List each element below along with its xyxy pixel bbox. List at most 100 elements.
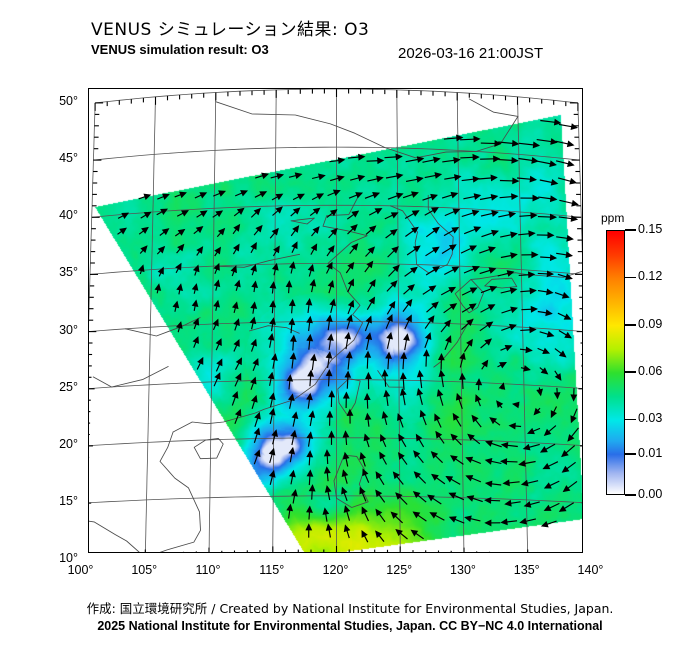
colorbar-tick-mark	[625, 494, 636, 496]
wind-vector-head	[328, 390, 336, 398]
wind-vector-head	[430, 193, 438, 201]
wind-vector-head	[288, 261, 296, 269]
wind-vector-head	[472, 265, 480, 273]
wind-vector-head	[452, 208, 461, 215]
wind-vector-head	[252, 357, 259, 366]
wind-vector-head	[346, 408, 354, 416]
wind-vector-head	[361, 530, 368, 538]
meridian-line	[208, 92, 217, 552]
wind-vector-head	[323, 466, 331, 474]
latitude-tick-label: 30°	[59, 322, 78, 337]
colorbar-tick-label: 0.01	[638, 445, 663, 460]
colorbar-tick-mark	[625, 324, 636, 326]
wind-vector-head	[195, 225, 204, 234]
wind-vector-head	[342, 430, 350, 438]
wind-vector-head	[288, 298, 296, 307]
wind-vector-head	[366, 260, 374, 269]
wind-vector-head	[450, 191, 459, 199]
wind-vector-head	[214, 246, 222, 255]
wind-vector-head	[381, 369, 389, 377]
wind-vector-head	[362, 468, 369, 477]
wind-vector-head	[234, 408, 242, 417]
wind-vector-head	[415, 433, 423, 442]
wind-vector-head	[386, 331, 393, 340]
wind-vector-head	[322, 507, 330, 515]
wind-vector-head	[520, 479, 529, 487]
wind-vector-head	[390, 280, 398, 288]
wind-vector-head	[403, 333, 410, 341]
wind-vector-head	[306, 469, 314, 477]
coastline	[333, 454, 369, 508]
wind-vector-head	[346, 314, 353, 323]
wind-vector-head	[305, 297, 313, 306]
wind-vector-head	[438, 369, 446, 377]
wind-vector-head	[563, 313, 572, 320]
wind-vector-head	[259, 191, 268, 198]
wind-vector-head	[542, 347, 551, 355]
wind-vector-head	[325, 351, 333, 359]
wind-vector-head	[367, 246, 376, 254]
wind-vector-head	[365, 332, 373, 340]
wind-vector-head	[369, 279, 376, 287]
wind-vector-head	[416, 369, 424, 378]
wind-vector-head	[508, 422, 516, 430]
wind-vector-head	[432, 226, 440, 234]
wind-vector-head	[500, 441, 509, 449]
wind-vector-head	[306, 315, 313, 324]
coastline	[290, 217, 315, 225]
wind-vector-head	[448, 516, 457, 523]
wind-vector-head	[379, 451, 386, 460]
wind-vector-head	[216, 358, 223, 367]
wind-vector-head	[518, 460, 526, 467]
wind-vector-head	[546, 270, 555, 278]
wind-vector-head	[405, 314, 412, 323]
wind-vector-head	[487, 304, 496, 311]
wind-vector-head	[566, 234, 574, 242]
wind-vector-head	[489, 285, 498, 293]
wind-vector-head	[364, 350, 372, 358]
wind-vector-head	[508, 323, 517, 331]
wind-vector-head	[267, 371, 275, 380]
wind-vector-head	[217, 227, 226, 236]
wind-vector-head	[466, 495, 475, 502]
page-title-english: VENUS simulation result: O3	[91, 42, 269, 57]
wind-vector-head	[543, 482, 552, 489]
wind-vector-head	[565, 251, 574, 259]
wind-vector-head	[391, 246, 399, 254]
wind-vector-head	[191, 299, 199, 308]
wind-vector-head	[449, 303, 458, 310]
wind-vector-head	[527, 271, 536, 279]
wind-vector-head	[499, 361, 507, 369]
wind-vector-head	[347, 299, 355, 308]
wind-vector-head	[469, 287, 478, 294]
wind-vector-head	[175, 321, 183, 329]
wind-vector-head	[434, 413, 441, 422]
wind-vector-head	[561, 465, 570, 473]
colorbar-unit-label: ppm	[601, 211, 625, 225]
coastline	[249, 325, 300, 334]
meridian-line	[144, 96, 156, 552]
wind-vector-head	[286, 374, 294, 382]
wind-vector-head	[325, 368, 333, 377]
wind-vector-head	[213, 299, 220, 308]
wind-vector-head	[137, 264, 145, 273]
wind-vector-head	[398, 433, 405, 442]
wind-vector-head	[553, 392, 561, 400]
wind-vector-head	[511, 156, 519, 164]
wind-vector-head	[269, 300, 277, 308]
wind-vector-head	[571, 199, 579, 207]
wind-vector-head	[172, 300, 180, 309]
wind-vector-head	[345, 351, 353, 359]
wind-vector-head	[523, 501, 532, 508]
wind-vector-head	[411, 210, 420, 217]
wind-vector-head	[140, 245, 148, 253]
colorbar-tick-mark	[625, 418, 636, 421]
wind-vector-head	[355, 192, 364, 199]
wind-vector-head	[273, 245, 280, 254]
wind-vector-head	[467, 433, 475, 441]
wind-vector-head	[344, 331, 352, 340]
wind-vector-head	[383, 389, 391, 398]
wind-vector-head	[491, 229, 499, 237]
wind-vector-head	[235, 372, 242, 381]
